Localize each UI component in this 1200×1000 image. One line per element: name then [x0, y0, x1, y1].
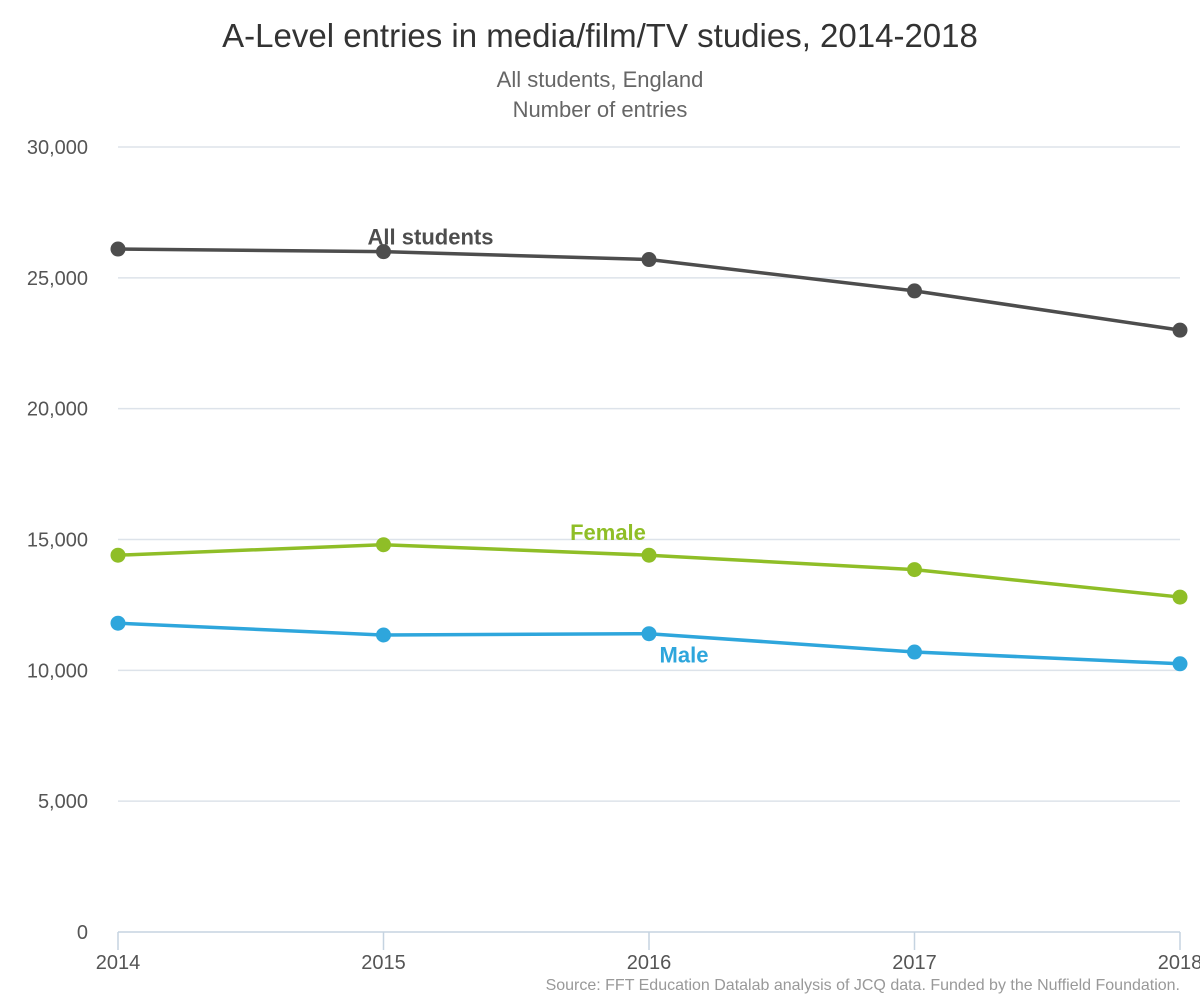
data-point — [110, 615, 126, 631]
x-tick-label: 2016 — [627, 952, 672, 974]
data-point — [907, 562, 922, 578]
x-tick-label: 2014 — [96, 952, 141, 974]
x-axis-ticks: 2014 2015 2016 2017 2018 — [96, 932, 1200, 974]
y-tick-label: 0 — [77, 922, 88, 944]
chart-title: A-Level entries in media/film/TV studies… — [222, 17, 978, 54]
y-tick-label: 15,000 — [27, 530, 88, 552]
y-tick-label: 5,000 — [38, 791, 88, 813]
chart-subtitle-line-2: Number of entries — [513, 97, 688, 122]
series-label-male: Male — [660, 643, 709, 668]
series-label-all-students: All students — [368, 225, 494, 250]
series-all-students — [110, 241, 1188, 338]
data-point — [1172, 322, 1188, 338]
y-tick-label: 30,000 — [27, 137, 88, 159]
data-point — [641, 626, 657, 642]
y-tick-label: 25,000 — [27, 268, 88, 290]
y-axis-ticks: 0 5,000 10,000 15,000 20,000 25,000 30,000 — [27, 137, 88, 944]
data-point — [376, 537, 391, 553]
data-point — [641, 547, 657, 563]
data-point — [907, 644, 922, 660]
data-point — [907, 283, 922, 299]
chart-subtitle-line-1: All students, England — [497, 67, 704, 92]
x-tick-label: 2017 — [892, 952, 937, 974]
series-label-female: Female — [570, 520, 646, 545]
data-point — [110, 547, 126, 563]
data-point — [1172, 656, 1188, 672]
x-tick-label: 2018 — [1158, 952, 1200, 974]
series-female — [110, 537, 1188, 605]
data-point — [376, 244, 391, 260]
series-labels: All students Female Male — [368, 225, 709, 668]
gridlines — [118, 146, 1180, 933]
data-point — [110, 241, 126, 257]
data-point — [641, 252, 657, 268]
source-note: Source: FFT Education Datalab analysis o… — [546, 977, 1180, 994]
y-tick-label: 20,000 — [27, 399, 88, 421]
data-point — [1172, 589, 1188, 605]
data-point — [376, 627, 391, 643]
series-male — [110, 615, 1188, 672]
series-lines — [110, 241, 1188, 672]
x-tick-label: 2015 — [361, 952, 406, 974]
y-tick-label: 10,000 — [27, 660, 88, 682]
